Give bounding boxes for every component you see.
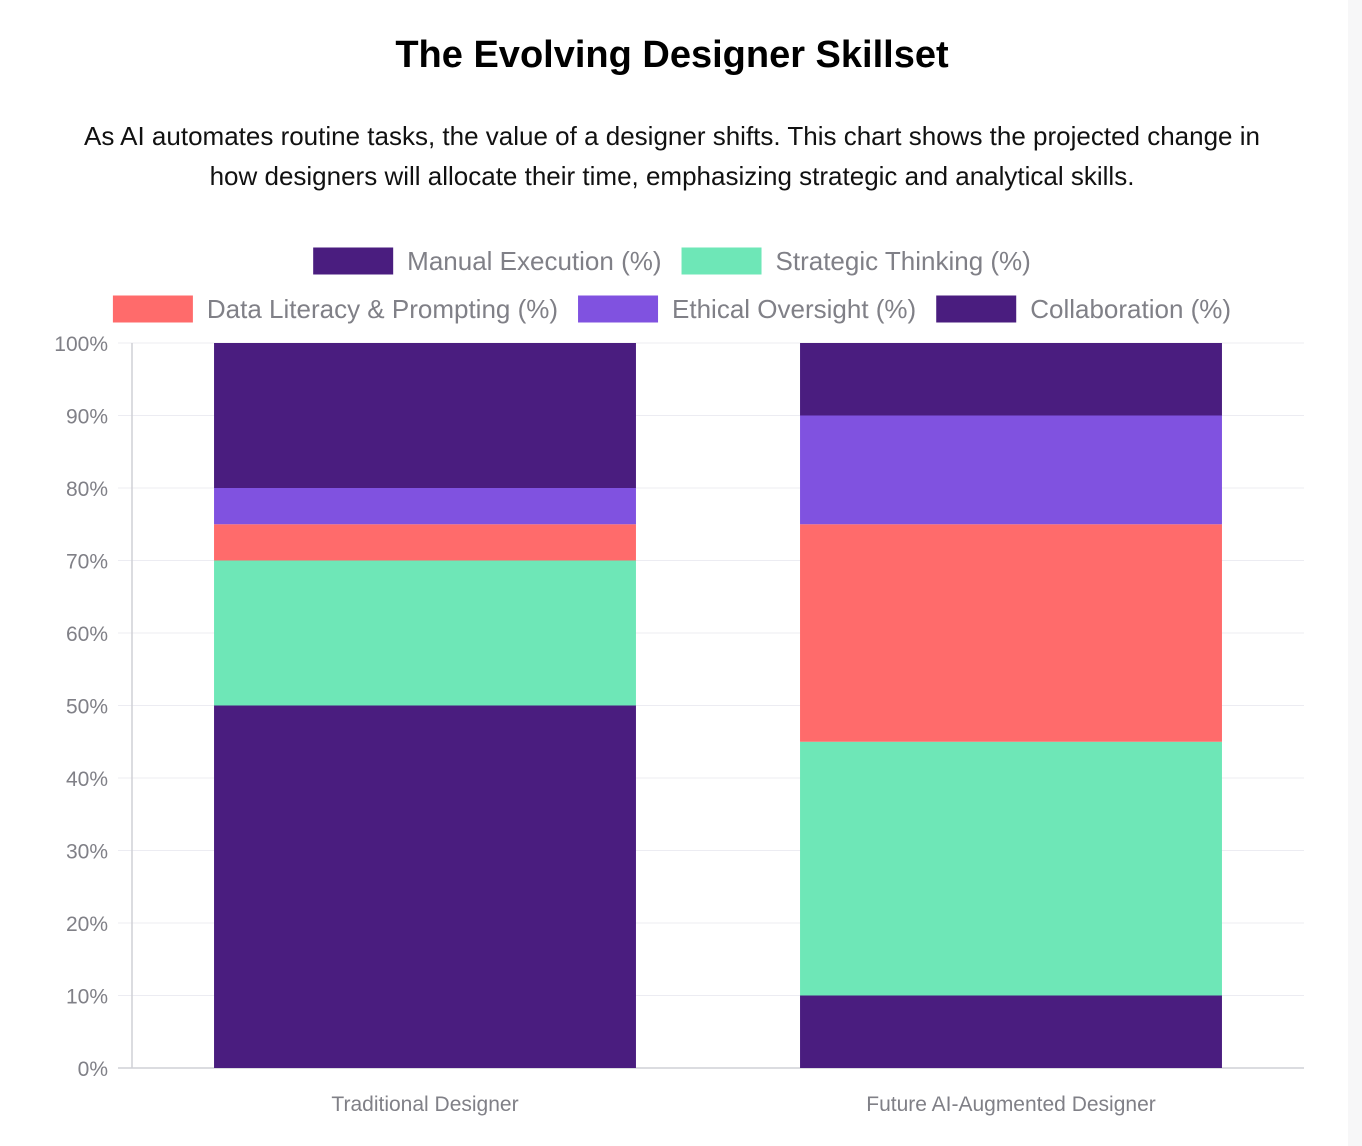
chart-description: As AI automates routine tasks, the value… — [84, 121, 1260, 191]
bar-segment — [214, 343, 636, 488]
legend-label: Ethical Oversight (%) — [672, 294, 916, 324]
bar-segment — [214, 705, 636, 1068]
bar-segment — [800, 343, 1222, 416]
x-category-label: Future AI-Augmented Designer — [866, 1093, 1156, 1116]
bar-segment — [214, 560, 636, 706]
y-tick-label: 60% — [66, 623, 108, 646]
y-tick-label: 100% — [54, 333, 108, 356]
x-category-label: Traditional Designer — [331, 1093, 518, 1116]
bar-segment — [800, 995, 1222, 1068]
bar-segment — [800, 415, 1222, 525]
legend-swatch — [313, 247, 394, 275]
y-tick-label: 50% — [66, 696, 108, 719]
legend-label: Collaboration (%) — [1030, 294, 1231, 324]
legend-swatch — [578, 295, 659, 323]
bar-segment — [214, 524, 636, 561]
y-tick-label: 30% — [66, 841, 108, 864]
bar-segment — [800, 524, 1222, 742]
legend-label: Strategic Thinking (%) — [776, 246, 1031, 276]
legend-swatch — [936, 295, 1017, 323]
chart-title: The Evolving Designer Skillset — [395, 34, 949, 76]
legend-swatch — [681, 247, 762, 275]
bar-segment — [214, 488, 636, 525]
legend-swatch — [112, 295, 193, 323]
y-tick-label: 0% — [78, 1058, 108, 1081]
page-edge — [1348, 0, 1362, 1146]
y-tick-label: 20% — [66, 913, 108, 936]
y-tick-label: 80% — [66, 478, 108, 501]
y-tick-label: 40% — [66, 768, 108, 791]
y-tick-label: 10% — [66, 986, 108, 1009]
legend-label: Manual Execution (%) — [407, 246, 661, 276]
bar-segment — [800, 741, 1222, 996]
legend-label: Data Literacy & Prompting (%) — [207, 294, 558, 324]
y-tick-label: 70% — [66, 551, 108, 574]
y-tick-label: 90% — [66, 406, 108, 429]
